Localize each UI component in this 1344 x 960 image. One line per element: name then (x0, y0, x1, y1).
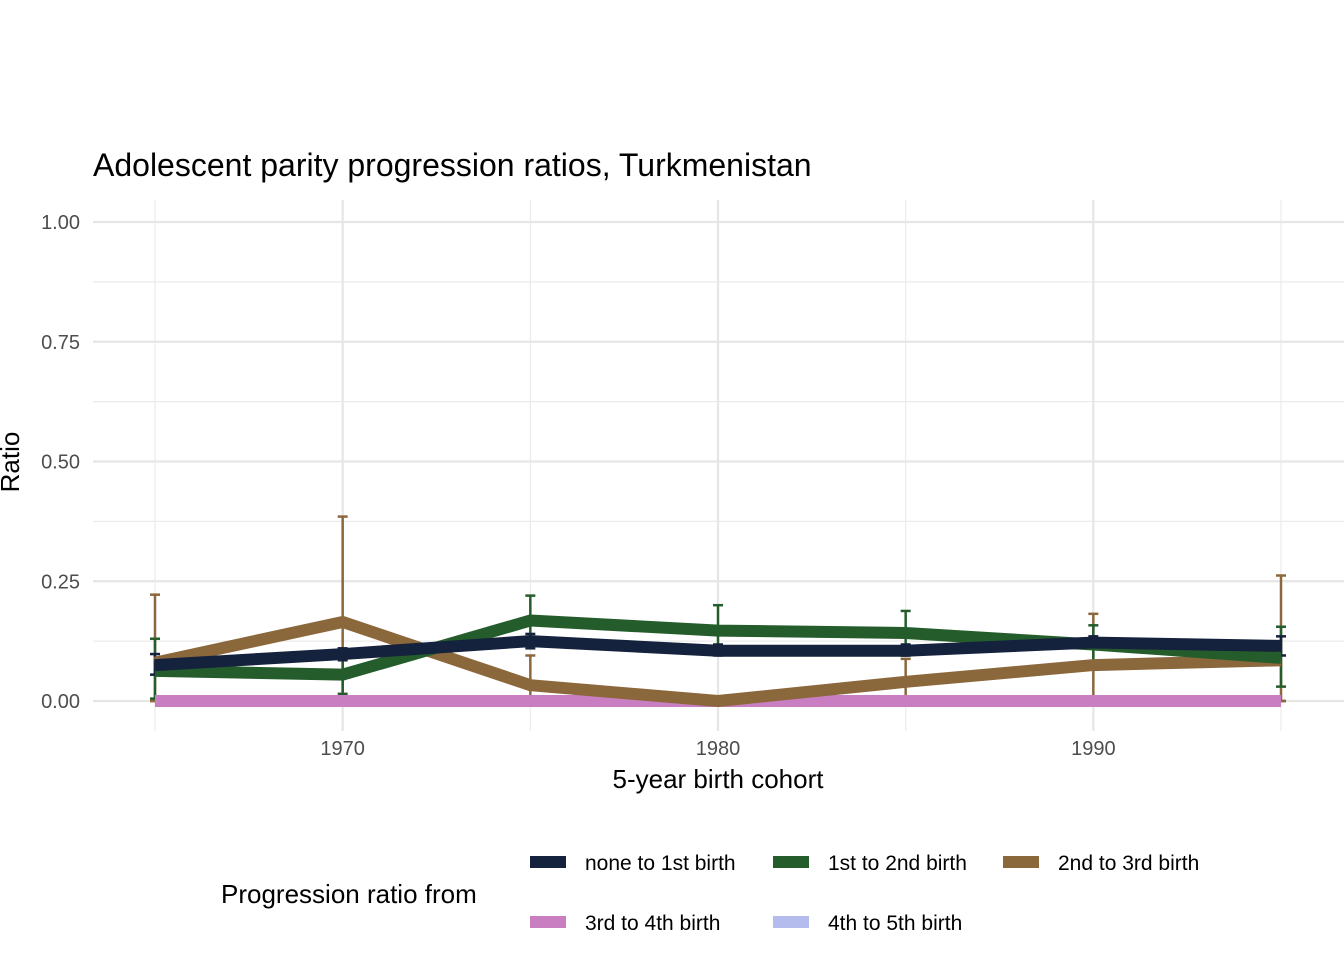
x-tick-label: 1980 (696, 738, 741, 760)
y-tick-label: 0.25 (41, 571, 80, 593)
x-axis-label: 5-year birth cohort (613, 764, 825, 794)
chart-title: Adolescent parity progression ratios, Tu… (93, 147, 812, 183)
series-line (153, 615, 1282, 707)
y-tick-label: 0.75 (41, 332, 80, 354)
y-tick-label: 0.00 (41, 691, 80, 713)
legend-label: none to 1st birth (585, 852, 736, 875)
y-axis-label: Ratio (0, 432, 25, 493)
legend-item: 2nd to 3rd birth (1003, 852, 1199, 875)
y-tick-label: 0.50 (41, 452, 80, 474)
legend-label: 2nd to 3rd birth (1058, 852, 1199, 875)
legend-key (773, 856, 809, 868)
y-tick-label: 1.00 (41, 212, 80, 234)
legend-item: 4th to 5th birth (773, 912, 962, 935)
legend-label: 4th to 5th birth (828, 912, 962, 935)
legend-item: none to 1st birth (530, 852, 736, 875)
legend-label: 1st to 2nd birth (828, 852, 967, 875)
x-tick-label: 1990 (1071, 738, 1116, 760)
legend: Progression ratio from none to 1st birth… (221, 852, 1199, 935)
legend-title: Progression ratio from (221, 879, 477, 909)
x-axis-ticks: 1970 1980 1990 (320, 738, 1115, 760)
legend-label: 3rd to 4th birth (585, 912, 720, 935)
legend-key (773, 916, 809, 928)
series-line (154, 635, 1282, 672)
legend-key (1003, 856, 1039, 868)
legend-key (530, 856, 566, 868)
y-axis-ticks: 0.00 0.25 0.50 0.75 1.00 (41, 212, 80, 713)
legend-item: 1st to 2nd birth (773, 852, 967, 875)
x-tick-label: 1970 (320, 738, 365, 760)
legend-key (530, 916, 566, 928)
legend-item: 3rd to 4th birth (530, 912, 720, 935)
series-lines (153, 614, 1282, 707)
